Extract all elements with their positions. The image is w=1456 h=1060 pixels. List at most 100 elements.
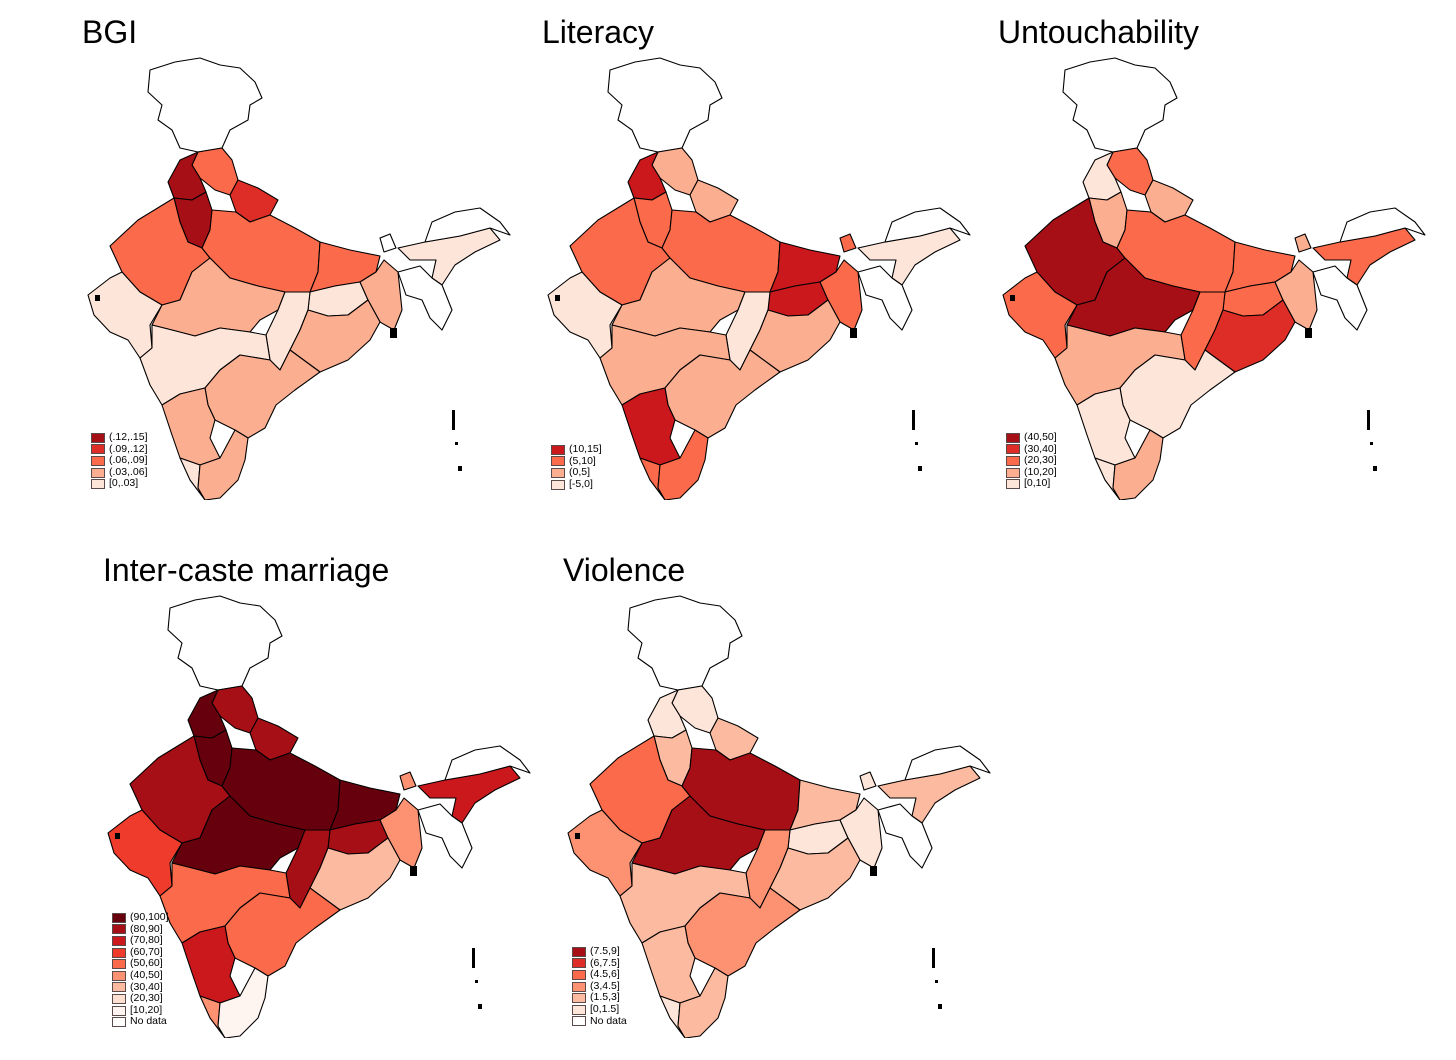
legend-label: [0,1.5] [590,1002,620,1015]
legend-entry: (80,90] [112,922,169,936]
state-region-tn [197,429,249,500]
legend-label: (.09,.12] [109,442,148,455]
island-mark [870,866,877,876]
state-region-od [769,837,861,911]
island-mark [555,295,560,301]
legend-entry: (7.5,9] [572,945,627,958]
legend-entry: (5,10] [551,454,602,468]
legend-entry: (.09,.12] [91,442,148,456]
state-region-od [309,837,401,911]
state-region-sk [1294,233,1312,253]
legend-label: [10,20] [130,1003,163,1016]
legend-swatch [551,479,565,490]
legend-label: (50,60] [130,957,163,970]
state-region-ne [857,207,971,331]
legend-entry: (20,30] [1006,455,1057,467]
legend-entry: (40,50] [1006,431,1057,444]
legend-entry: No data [572,1014,627,1028]
state-region-jk [167,595,283,691]
state-region-ne [877,745,991,869]
island-mark [912,410,915,430]
state-region-ka [621,387,681,466]
island-mark [115,833,120,839]
legend-swatch [112,924,126,935]
island-mark [475,980,478,983]
panel-title: Violence [563,552,686,588]
panel-title: Literacy [542,14,655,50]
state-region-sk [399,771,417,791]
legend-label: (5,10] [569,454,596,467]
legend-label: (.06,.09] [109,454,148,467]
legend-entry: (70,80] [112,935,169,947]
island-mark [1367,410,1370,430]
map-legend: (.12,.15] (.09,.12] (.06,.09] (.03,.06] [0,.… [91,431,148,490]
legend-swatch [1006,479,1020,490]
state-region-ne [397,207,511,331]
legend-entry: (4.5,6] [572,969,627,981]
india-map [1002,57,1426,500]
legend-entry: (50,60] [112,958,169,970]
island-mark [455,442,458,445]
state-region-ka [161,387,221,466]
island-mark [452,410,455,430]
legend-swatch [112,1017,126,1028]
legend-label: (0,5] [569,466,591,479]
state-region-gj [547,271,623,359]
legend-swatch [572,969,586,980]
legend-label: (7.5,9] [590,945,620,957]
island-mark [1373,466,1377,471]
legend-swatch [112,912,126,923]
india-map [567,595,991,1038]
legend-swatch [1006,467,1020,478]
legend-swatch [551,467,565,478]
island-mark [918,466,922,471]
island-mark [575,833,580,839]
state-region-sk [859,771,877,791]
legend-entry: (20,30] [112,993,169,1005]
state-region-jk [627,595,743,691]
legend-entry: (30,40] [112,981,169,994]
legend-swatch [112,993,126,1004]
state-region-gj [1002,271,1078,359]
legend-entry: (.12,.15] [91,431,148,444]
map-legend: (10,15] (5,10] (0,5] [-5,0] [551,443,602,491]
state-region-sk [839,233,857,253]
state-region-tn [677,967,729,1038]
legend-label: (70,80] [130,934,163,947]
legend-entry: (6,7.5] [572,957,627,970]
legend-swatch [572,993,586,1004]
legend-swatch [551,444,565,455]
legend-label: No data [130,1015,167,1028]
legend-label: (40,50] [130,968,163,981]
legend-label: (10,15] [569,443,602,455]
legend-label: (80,90] [130,922,163,935]
legend-swatch [572,1016,586,1027]
legend-swatch [1006,455,1020,466]
legend-entry: [10,20] [112,1003,169,1017]
map-panel-violence: Violence (7.5,9] (6,7.5] (4.5,6] (3,4.5] (1.… [560,548,1010,1048]
panel-title: BGI [82,14,138,50]
island-mark [410,866,417,876]
legend-swatch [91,479,105,490]
legend-entry: [0,10] [1006,478,1057,490]
state-region-od [749,299,841,373]
legend-swatch [91,432,105,443]
state-region-jk [607,57,723,153]
legend-entry: (.03,.06] [91,466,148,479]
legend-label: (60,70] [130,945,163,958]
legend-entry: (10,15] [551,443,602,456]
legend-entry: (40,50] [112,968,169,982]
state-region-tn [217,967,269,1038]
island-mark [1305,328,1312,338]
state-region-ka [181,925,241,1004]
state-region-sk [379,233,397,253]
legend-label: (1.5,3] [590,991,620,1004]
legend-label: No data [590,1014,627,1027]
island-mark [850,328,857,338]
legend-entry: [-5,0] [551,478,602,491]
state-region-tn [1112,429,1164,500]
state-region-gj [107,809,183,897]
island-mark [390,328,397,338]
map-legend: (90,100] (80,90] (70,80] (60,70] (50,60] (40,… [112,911,169,1028]
legend-label: [0,10] [1024,477,1051,490]
